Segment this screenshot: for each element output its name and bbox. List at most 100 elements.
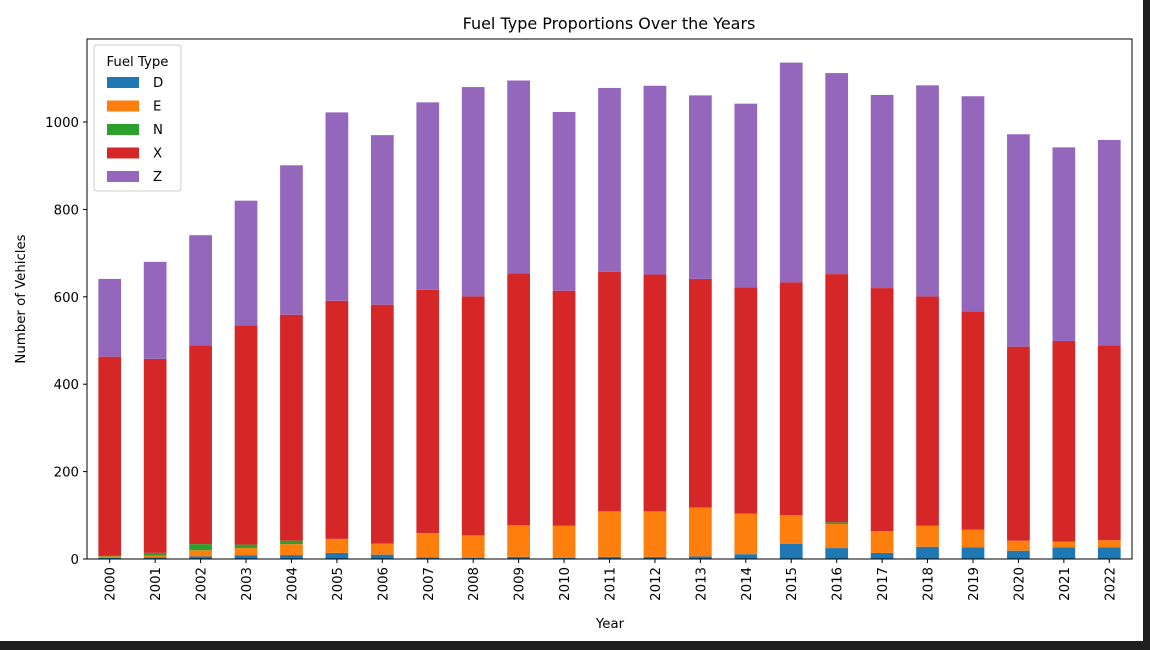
bar-D-2006 xyxy=(370,554,394,559)
bar-Z-2005 xyxy=(325,112,349,301)
bar-N-2001 xyxy=(143,552,167,556)
bar-E-2000 xyxy=(98,556,122,558)
bar-Z-2019 xyxy=(961,96,985,312)
bar-X-2020 xyxy=(1007,346,1030,541)
bar-Z-2022 xyxy=(1097,139,1121,346)
legend-label-E: E xyxy=(153,100,161,115)
y-axis-label: Number of Vehicles xyxy=(14,234,29,363)
bar-E-2012 xyxy=(643,511,667,557)
legend-swatch-Z xyxy=(107,171,139,182)
legend-swatch-E xyxy=(107,100,139,112)
x-tick-label: 2012 xyxy=(649,567,664,601)
x-tick-label: 2014 xyxy=(740,567,755,601)
bar-X-2007 xyxy=(416,289,440,534)
legend-swatch-X xyxy=(107,147,139,159)
bar-D-2000 xyxy=(98,557,122,559)
y-axis: 0 200 400 600 800 1000 xyxy=(45,116,87,568)
bar-X-2018 xyxy=(916,296,939,526)
bar-Z-2020 xyxy=(1007,134,1030,347)
bar-X-2014 xyxy=(734,287,758,514)
bar-E-2007 xyxy=(416,533,440,558)
x-tick-label: 2005 xyxy=(331,567,346,601)
bar-X-2017 xyxy=(870,288,894,532)
bar-D-2008 xyxy=(461,557,485,559)
bar-X-2002 xyxy=(189,345,212,545)
bar-E-2017 xyxy=(870,531,894,553)
legend-title: Fuel Type xyxy=(107,55,169,70)
x-tick-label: 2010 xyxy=(558,567,573,601)
x-tick-label: 2021 xyxy=(1058,567,1073,601)
bar-Z-2021 xyxy=(1052,147,1076,341)
x-tick-label: 2018 xyxy=(922,567,937,601)
bar-D-2017 xyxy=(870,552,894,559)
bar-N-2002 xyxy=(189,544,212,551)
x-tick-label: 2003 xyxy=(240,567,255,601)
bar-Z-2008 xyxy=(461,87,485,297)
bar-E-2011 xyxy=(598,511,621,557)
x-tick-label: 2001 xyxy=(149,567,164,601)
bar-E-2016 xyxy=(825,524,849,549)
bar-D-2021 xyxy=(1052,547,1076,559)
bar-E-2020 xyxy=(1007,540,1030,551)
bar-D-2018 xyxy=(916,546,939,559)
bar-E-2021 xyxy=(1052,541,1076,548)
bar-X-2010 xyxy=(552,290,576,526)
y-tick-label: 1000 xyxy=(45,116,79,131)
x-axis: 2000 2001 2002 2003 2004 2005 2006 2007 2008 2009… xyxy=(104,559,1118,601)
bar-E-2001 xyxy=(143,555,167,558)
legend-label-N: N xyxy=(153,123,163,138)
bar-D-2005 xyxy=(325,552,349,559)
bar-Z-2016 xyxy=(825,73,849,275)
bar-Z-2004 xyxy=(280,165,303,315)
bar-D-2014 xyxy=(734,554,758,559)
bar-X-2009 xyxy=(507,273,530,526)
bar-Z-2017 xyxy=(870,94,894,289)
bar-E-2004 xyxy=(280,544,303,556)
bar-X-2022 xyxy=(1097,345,1121,541)
bar-E-2010 xyxy=(552,525,576,558)
x-tick-label: 2019 xyxy=(967,567,982,601)
y-tick-label: 800 xyxy=(54,203,79,218)
bars-layer xyxy=(98,62,1121,559)
bar-E-2014 xyxy=(734,513,758,555)
bar-X-2005 xyxy=(325,300,349,539)
bar-X-2008 xyxy=(461,296,485,536)
bar-Z-2014 xyxy=(734,103,758,288)
bar-E-2013 xyxy=(689,507,712,557)
bar-N-2000 xyxy=(98,555,122,557)
bar-D-2013 xyxy=(689,556,712,559)
x-tick-label: 2015 xyxy=(785,567,800,601)
bar-X-2003 xyxy=(234,325,258,545)
bar-E-2018 xyxy=(916,525,939,547)
bar-X-2012 xyxy=(643,274,667,512)
y-tick-label: 600 xyxy=(54,291,79,306)
x-tick-label: 2022 xyxy=(1103,567,1118,601)
bar-E-2003 xyxy=(234,548,258,556)
y-tick-label: 200 xyxy=(54,466,79,481)
bar-Z-2011 xyxy=(598,87,621,272)
chart-title: Fuel Type Proportions Over the Years xyxy=(463,14,756,33)
bar-D-2016 xyxy=(825,548,849,559)
legend-swatch-D xyxy=(107,77,139,88)
bar-Z-2012 xyxy=(643,85,667,275)
bar-X-2015 xyxy=(779,282,803,516)
legend-swatch-N xyxy=(107,124,139,135)
bar-D-2002 xyxy=(189,556,212,559)
x-tick-label: 2004 xyxy=(285,567,300,601)
bar-E-2006 xyxy=(370,543,394,555)
x-tick-label: 2009 xyxy=(513,567,528,601)
x-tick-label: 2006 xyxy=(376,567,391,601)
bar-X-2011 xyxy=(598,271,621,512)
bar-D-2012 xyxy=(643,556,667,559)
x-tick-label: 2016 xyxy=(831,567,846,601)
bar-D-2007 xyxy=(416,557,440,559)
bar-E-2005 xyxy=(325,538,349,553)
bar-Z-2007 xyxy=(416,102,440,290)
x-tick-label: 2008 xyxy=(467,567,482,601)
bar-Z-2000 xyxy=(98,278,122,357)
bar-E-2019 xyxy=(961,529,985,548)
bar-Z-2002 xyxy=(189,235,212,346)
